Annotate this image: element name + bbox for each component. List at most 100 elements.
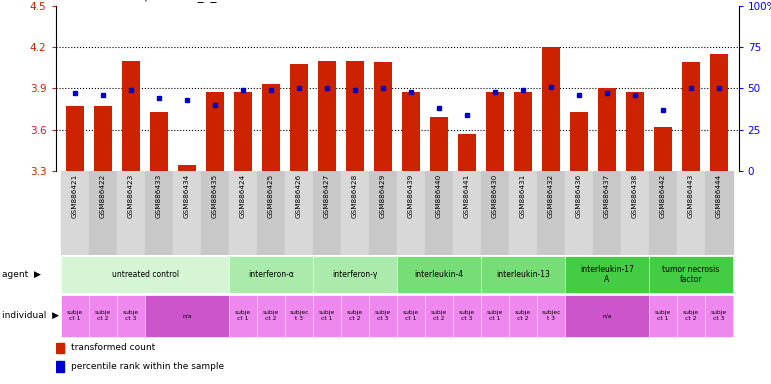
Text: subje
ct 2: subje ct 2 bbox=[95, 310, 111, 321]
Bar bbox=[89, 171, 117, 255]
Text: GSM886436: GSM886436 bbox=[576, 174, 582, 218]
Bar bbox=[61, 295, 89, 337]
Text: subjec
t 3: subjec t 3 bbox=[541, 310, 561, 321]
Text: GSM886438: GSM886438 bbox=[632, 174, 638, 218]
Text: GSM886435: GSM886435 bbox=[212, 174, 218, 218]
Text: GSM886429: GSM886429 bbox=[380, 174, 386, 218]
Text: GSM886424: GSM886424 bbox=[240, 174, 246, 218]
Text: untreated control: untreated control bbox=[112, 270, 179, 279]
Text: GSM886440: GSM886440 bbox=[436, 174, 442, 218]
Bar bbox=[598, 88, 616, 171]
Text: GSM886428: GSM886428 bbox=[352, 174, 358, 218]
Bar bbox=[122, 61, 140, 171]
Text: GDS4601 / 233399_x_at: GDS4601 / 233399_x_at bbox=[86, 0, 229, 2]
Bar bbox=[425, 295, 453, 337]
Bar bbox=[626, 93, 644, 171]
Bar bbox=[565, 256, 649, 293]
Bar bbox=[705, 295, 733, 337]
Bar bbox=[481, 295, 509, 337]
Bar bbox=[117, 295, 145, 337]
Bar bbox=[262, 84, 280, 171]
Bar bbox=[430, 117, 448, 171]
Text: GSM886434: GSM886434 bbox=[184, 174, 190, 218]
Bar bbox=[61, 171, 89, 255]
Text: GSM886437: GSM886437 bbox=[604, 174, 610, 218]
Text: subje
ct 1: subje ct 1 bbox=[487, 310, 503, 321]
Text: GSM886427: GSM886427 bbox=[324, 174, 330, 218]
Text: GSM886443: GSM886443 bbox=[688, 174, 694, 218]
Bar bbox=[649, 295, 677, 337]
Bar bbox=[481, 171, 509, 255]
Bar bbox=[481, 256, 565, 293]
Bar bbox=[509, 295, 537, 337]
Bar bbox=[369, 171, 397, 255]
Bar bbox=[318, 61, 336, 171]
Text: interleukin-17
A: interleukin-17 A bbox=[580, 265, 634, 284]
Bar bbox=[61, 256, 229, 293]
Bar bbox=[89, 295, 117, 337]
Bar bbox=[621, 171, 649, 255]
Text: subje
ct 3: subje ct 3 bbox=[459, 310, 475, 321]
Text: GSM886422: GSM886422 bbox=[100, 174, 106, 218]
Bar bbox=[649, 256, 733, 293]
Bar bbox=[649, 171, 677, 255]
Bar bbox=[346, 61, 364, 171]
Text: interleukin-13: interleukin-13 bbox=[496, 270, 550, 279]
Bar bbox=[397, 295, 425, 337]
Bar bbox=[542, 47, 561, 171]
Text: GSM886432: GSM886432 bbox=[548, 174, 554, 218]
Bar bbox=[290, 64, 308, 171]
Bar bbox=[56, 343, 64, 353]
Text: subje
ct 1: subje ct 1 bbox=[67, 310, 83, 321]
Bar bbox=[570, 112, 588, 171]
Text: GSM886441: GSM886441 bbox=[464, 174, 470, 218]
Text: subje
ct 2: subje ct 2 bbox=[683, 310, 699, 321]
Bar bbox=[677, 295, 705, 337]
Bar bbox=[710, 54, 728, 171]
Bar bbox=[229, 295, 257, 337]
Text: n/a: n/a bbox=[602, 313, 611, 318]
Text: subje
ct 3: subje ct 3 bbox=[375, 310, 391, 321]
Text: subje
ct 1: subje ct 1 bbox=[403, 310, 419, 321]
Text: n/a: n/a bbox=[183, 313, 192, 318]
Bar bbox=[56, 361, 64, 372]
Text: tumor necrosis
factor: tumor necrosis factor bbox=[662, 265, 719, 284]
Text: subje
ct 2: subje ct 2 bbox=[347, 310, 363, 321]
Bar bbox=[593, 171, 621, 255]
Bar bbox=[565, 171, 593, 255]
Text: transformed count: transformed count bbox=[71, 343, 156, 353]
Bar bbox=[677, 171, 705, 255]
Bar bbox=[178, 166, 196, 171]
Bar bbox=[173, 171, 201, 255]
Text: GSM886425: GSM886425 bbox=[268, 174, 274, 218]
Bar bbox=[285, 295, 313, 337]
Text: subje
ct 1: subje ct 1 bbox=[319, 310, 335, 321]
Text: GSM886430: GSM886430 bbox=[492, 174, 498, 218]
Bar bbox=[509, 171, 537, 255]
Text: subje
ct 2: subje ct 2 bbox=[515, 310, 531, 321]
Bar bbox=[654, 127, 672, 171]
Bar bbox=[201, 171, 229, 255]
Bar bbox=[705, 171, 733, 255]
Text: subje
ct 2: subje ct 2 bbox=[263, 310, 279, 321]
Text: subje
ct 3: subje ct 3 bbox=[123, 310, 139, 321]
Bar bbox=[66, 106, 84, 171]
Text: interferon-γ: interferon-γ bbox=[332, 270, 378, 279]
Text: GSM886423: GSM886423 bbox=[128, 174, 134, 218]
Text: interferon-α: interferon-α bbox=[248, 270, 294, 279]
Bar bbox=[397, 171, 425, 255]
Text: GSM886444: GSM886444 bbox=[716, 174, 722, 218]
Bar bbox=[537, 171, 565, 255]
Bar bbox=[341, 171, 369, 255]
Bar bbox=[425, 171, 453, 255]
Text: subje
ct 2: subje ct 2 bbox=[431, 310, 447, 321]
Text: GSM886426: GSM886426 bbox=[296, 174, 302, 218]
Bar bbox=[313, 295, 341, 337]
Text: subje
ct 1: subje ct 1 bbox=[655, 310, 671, 321]
Text: GSM886433: GSM886433 bbox=[156, 174, 162, 218]
Text: individual  ▶: individual ▶ bbox=[2, 311, 59, 320]
Bar bbox=[257, 295, 285, 337]
Bar bbox=[206, 93, 224, 171]
Bar bbox=[234, 93, 252, 171]
Bar bbox=[369, 295, 397, 337]
